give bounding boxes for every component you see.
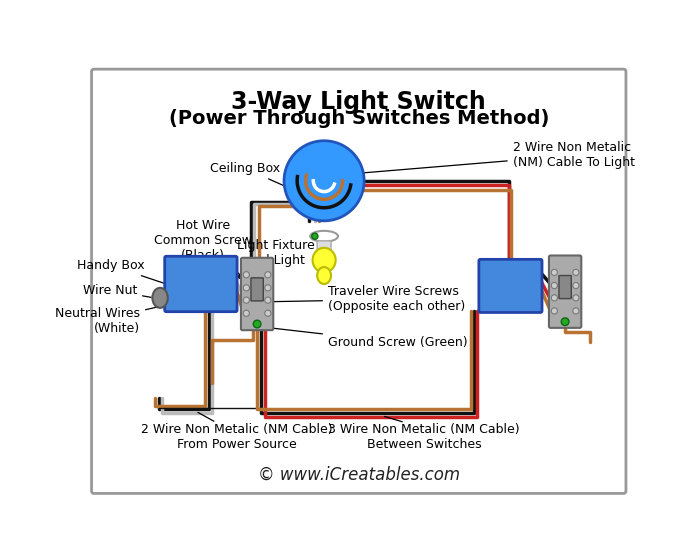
Text: (Power Through Switches Method): (Power Through Switches Method): [169, 109, 549, 128]
Circle shape: [265, 310, 271, 316]
Text: Hot Wire
Common Screw
(Black): Hot Wire Common Screw (Black): [154, 218, 252, 277]
Circle shape: [573, 282, 579, 289]
Circle shape: [551, 308, 557, 314]
Ellipse shape: [153, 288, 168, 308]
Text: Ground Screw (Green): Ground Screw (Green): [266, 328, 468, 349]
FancyBboxPatch shape: [559, 276, 571, 299]
Text: 3-Way Light Switch: 3-Way Light Switch: [232, 90, 486, 114]
Circle shape: [573, 295, 579, 301]
FancyBboxPatch shape: [251, 278, 263, 301]
Circle shape: [561, 318, 569, 325]
Circle shape: [551, 270, 557, 276]
Text: Handy Box: Handy Box: [77, 259, 164, 283]
Circle shape: [265, 272, 271, 278]
FancyBboxPatch shape: [164, 256, 237, 312]
Circle shape: [284, 141, 364, 221]
Text: Neutral Wires
(White): Neutral Wires (White): [55, 305, 167, 335]
FancyBboxPatch shape: [92, 69, 626, 494]
FancyBboxPatch shape: [479, 260, 542, 312]
Circle shape: [265, 297, 271, 303]
Circle shape: [244, 272, 249, 278]
Text: Light Fixture
and Light: Light Fixture and Light: [237, 238, 321, 267]
Text: Traveler Wire Screws
(Opposite each other): Traveler Wire Screws (Opposite each othe…: [273, 285, 466, 314]
Circle shape: [253, 320, 261, 328]
Text: © www.iCreatables.com: © www.iCreatables.com: [258, 466, 460, 484]
Text: Ceiling Box: Ceiling Box: [210, 162, 288, 187]
FancyBboxPatch shape: [317, 241, 331, 253]
Ellipse shape: [312, 248, 336, 272]
Circle shape: [244, 297, 249, 303]
Text: Wire Nut: Wire Nut: [83, 284, 151, 297]
Ellipse shape: [310, 231, 338, 242]
Circle shape: [573, 270, 579, 276]
Circle shape: [551, 295, 557, 301]
Circle shape: [265, 285, 271, 291]
Ellipse shape: [317, 267, 331, 284]
Text: 2 Wire Non Metalic (NM Cable)
From Power Source: 2 Wire Non Metalic (NM Cable) From Power…: [141, 423, 333, 451]
Text: 2 Wire Non Metalic
(NM) Cable To Light: 2 Wire Non Metalic (NM) Cable To Light: [363, 141, 635, 173]
Circle shape: [312, 233, 318, 240]
Circle shape: [551, 282, 557, 289]
FancyBboxPatch shape: [549, 256, 581, 328]
Circle shape: [244, 285, 249, 291]
FancyBboxPatch shape: [241, 258, 273, 330]
Circle shape: [573, 308, 579, 314]
Circle shape: [244, 310, 249, 316]
Text: 3 Wire Non Metalic (NM Cable)
Between Switches: 3 Wire Non Metalic (NM Cable) Between Sw…: [328, 423, 520, 451]
